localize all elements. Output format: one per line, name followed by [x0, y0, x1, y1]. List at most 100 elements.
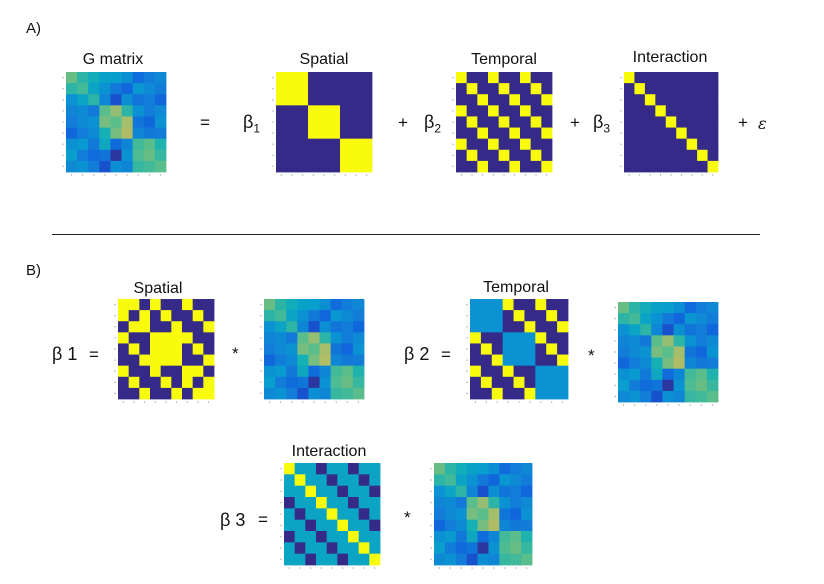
matrix-cell	[624, 160, 635, 173]
matrix-cell	[297, 160, 309, 173]
matrix-cell	[488, 138, 500, 151]
matrix-cell	[665, 94, 677, 106]
matrix-cell	[455, 531, 468, 543]
matrix-cell	[618, 357, 630, 370]
matrix-cell	[480, 343, 493, 355]
matrix-cell	[686, 105, 698, 117]
matrix-cell	[488, 83, 500, 95]
matrix-cell	[491, 387, 504, 400]
matrix-cell	[662, 357, 674, 370]
matrix-cell	[132, 160, 145, 173]
matrix-cell	[521, 508, 533, 521]
matrix-cell	[629, 335, 641, 347]
matrix-cell	[509, 160, 521, 173]
matrix-cell	[477, 94, 489, 106]
matrix-cell	[305, 553, 317, 566]
matrix-cell	[546, 343, 558, 355]
matrix-cell	[684, 313, 697, 325]
beta-1-label: β1	[243, 112, 261, 136]
matrix-cell	[275, 343, 287, 355]
matrix-cell	[530, 72, 542, 84]
matrix-cell	[160, 321, 172, 333]
matrix-cell	[143, 138, 156, 151]
matrix-cell	[348, 497, 360, 509]
matrix-cell	[128, 376, 140, 389]
matrix-cell	[513, 376, 525, 389]
matrix-cell	[340, 149, 352, 162]
matrix-cell	[470, 310, 482, 322]
matrix-cell	[171, 365, 183, 378]
matrix-cell	[308, 105, 320, 117]
matrix-cell	[629, 390, 641, 403]
matrix-cell	[557, 354, 569, 367]
matrix-cell	[77, 149, 89, 162]
matrix-cell	[444, 474, 457, 487]
matrix-cell	[121, 72, 134, 84]
matrix-cell	[286, 94, 298, 106]
matrix-cell	[132, 94, 145, 106]
matrix-cell	[294, 485, 306, 498]
matrix-cell	[470, 343, 482, 355]
matrix-cell	[629, 379, 641, 392]
matrix-cell	[651, 324, 663, 336]
matrix-cell	[634, 105, 646, 117]
matrix-cell	[308, 138, 320, 151]
matrix-cell	[480, 332, 493, 344]
matrix-cell	[88, 94, 100, 106]
matrix-cell	[640, 346, 652, 358]
matrix-cell	[557, 299, 569, 311]
matrix-cell	[706, 324, 719, 336]
matrix-cell	[455, 474, 468, 487]
matrix-cell	[541, 149, 553, 162]
matrix-cell	[524, 365, 536, 378]
matrix-cell	[488, 519, 500, 532]
matrix-cell	[110, 94, 122, 106]
matrix-cell	[88, 138, 100, 151]
matrix-cell	[673, 346, 686, 358]
matrix-cell	[499, 542, 511, 555]
matrix-cell	[171, 354, 183, 367]
matrix-cell	[706, 335, 719, 347]
matrix-cell	[509, 127, 521, 140]
matrix-cell	[361, 116, 373, 128]
matrix-cell	[294, 531, 306, 543]
beta-1-lhs: β 1	[52, 344, 78, 364]
g-matrix-heatmap-b3	[430, 463, 533, 569]
matrix-cell	[498, 149, 510, 162]
matrix-cell	[284, 508, 296, 521]
matrix-cell	[524, 332, 536, 344]
matrix-cell	[477, 497, 489, 509]
matrix-cell	[110, 116, 122, 128]
matrix-cell	[118, 376, 130, 389]
matrix-cell	[99, 116, 111, 128]
matrix-cell	[655, 94, 667, 106]
matrix-cell	[330, 310, 343, 322]
matrix-cell	[686, 149, 698, 162]
matrix-cell	[341, 299, 354, 311]
matrix-cell	[128, 343, 140, 355]
times-sign-b2: *	[588, 346, 595, 365]
matrix-cell	[297, 310, 309, 322]
matrix-cell	[150, 299, 162, 311]
matrix-cell	[361, 72, 373, 84]
matrix-cell	[297, 387, 309, 400]
matrix-cell	[640, 379, 652, 392]
matrix-cell	[171, 376, 183, 389]
matrix-cell	[466, 83, 478, 95]
matrix-cell	[521, 497, 533, 509]
matrix-cell	[673, 313, 686, 325]
matrix-cell	[530, 127, 542, 140]
matrix-cell	[470, 299, 482, 311]
matrix-cell	[275, 365, 287, 378]
matrix-cell	[348, 463, 360, 475]
matrix-cell	[644, 72, 656, 84]
matrix-cell	[629, 357, 641, 370]
matrix-cell	[286, 387, 298, 400]
matrix-cell	[557, 332, 569, 344]
matrix-cell	[651, 302, 663, 314]
matrix-cell	[319, 387, 332, 400]
matrix-cell	[634, 83, 646, 95]
matrix-cell	[369, 497, 381, 509]
matrix-cell	[629, 313, 641, 325]
spatial-model-matrix	[272, 72, 373, 176]
